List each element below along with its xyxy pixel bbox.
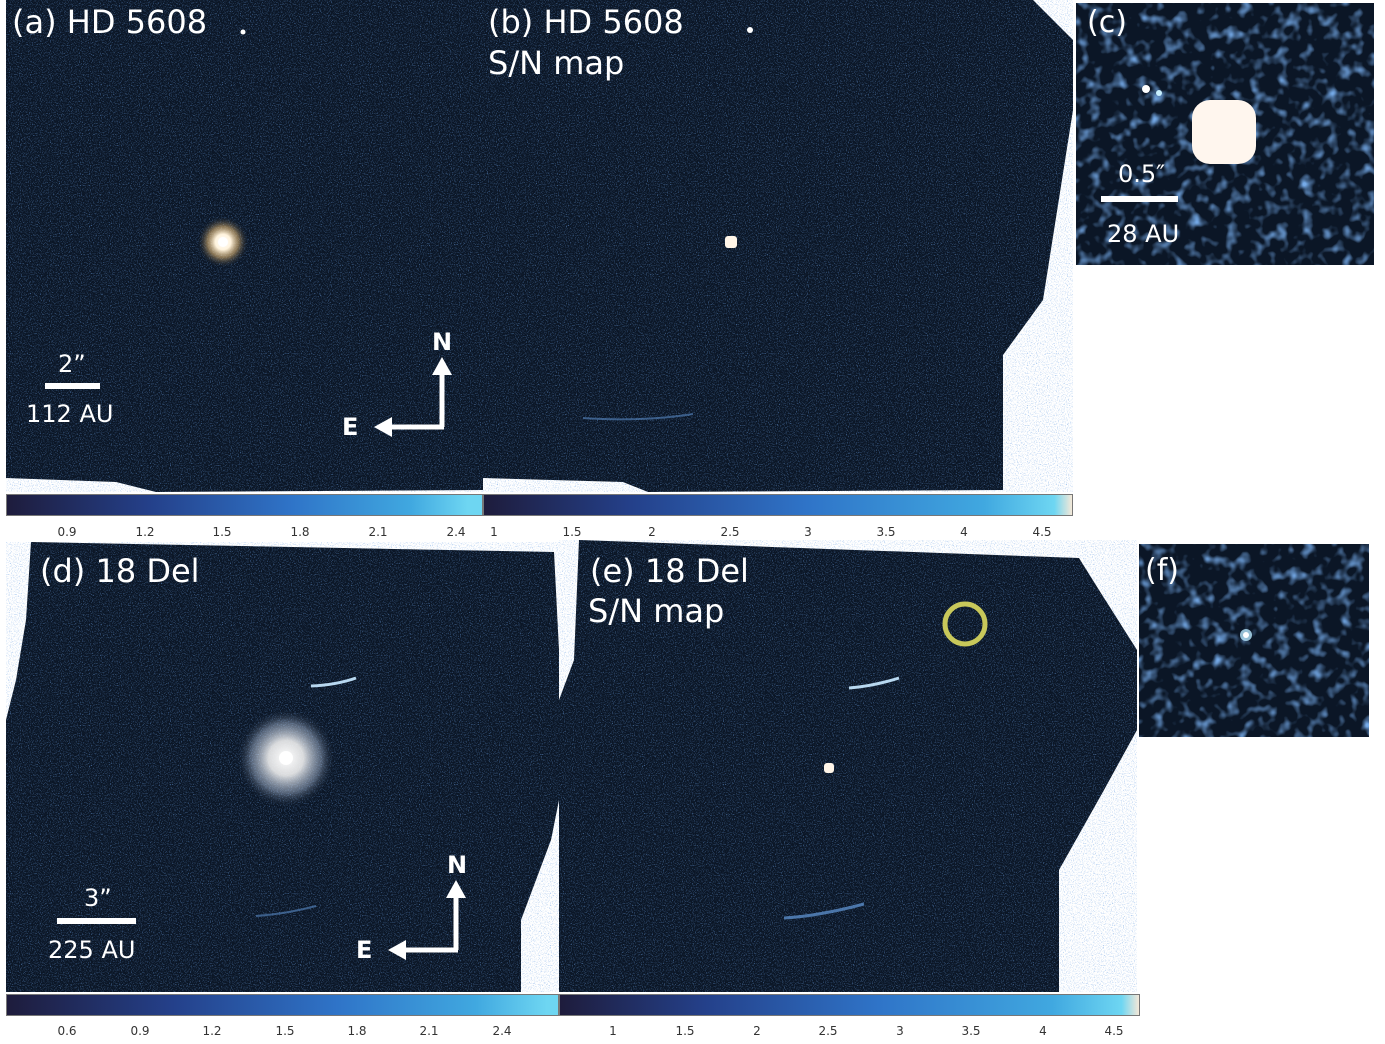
panel-a-scale-arcsec: 2” (58, 350, 86, 378)
colorbar-d-tick: 1.2 (202, 1024, 222, 1038)
panel-b-sublabel: S/N map (488, 44, 625, 82)
panel-c-scale-arcsec: 0.5″ (1118, 160, 1166, 188)
colorbar-b (483, 494, 1073, 516)
panel-f-label: (f) (1145, 553, 1179, 588)
colorbar-d-tick: 2.4 (492, 1024, 512, 1038)
colorbar-a-tick: 2.4 (446, 525, 466, 539)
colorbar-a (6, 494, 483, 516)
colorbar-b-tick: 4 (960, 525, 968, 539)
panel-a-label: (a) HD 5608 (12, 3, 208, 41)
colorbar-b-tick: 2.5 (720, 525, 740, 539)
colorbar-e-tick: 4 (1039, 1024, 1047, 1038)
colorbar-b-tick: 2 (648, 525, 656, 539)
panel-d-compass-n: N (447, 851, 468, 879)
colorbar-e-tick: 1.5 (675, 1024, 695, 1038)
colorbar-d (6, 994, 559, 1016)
colorbar-e-tick: 2 (753, 1024, 761, 1038)
panel-d-scale-au: 225 AU (48, 936, 136, 964)
colorbar-a-tick: 1.8 (290, 525, 310, 539)
panel-e-image (559, 540, 1140, 993)
panel-c-label: (c) (1087, 5, 1127, 40)
colorbar-a-tick: 2.1 (368, 525, 388, 539)
panel-a-scale-bar (45, 383, 100, 389)
panel-a-image (6, 0, 483, 492)
highlight-circle (942, 601, 988, 647)
colorbar-d-tick: 2.1 (419, 1024, 439, 1038)
colorbar-e-tick: 4.5 (1104, 1024, 1124, 1038)
colorbar-d-tick: 0.9 (130, 1024, 150, 1038)
colorbar-b-tick: 4.5 (1032, 525, 1052, 539)
colorbar-e (559, 994, 1140, 1016)
panel-c-image (1076, 3, 1374, 265)
panel-d-scale-arcsec: 3” (84, 884, 112, 912)
panel-d-scale-bar (57, 918, 136, 924)
colorbar-e-tick: 1 (609, 1024, 617, 1038)
colorbar-d-tick: 1.5 (275, 1024, 295, 1038)
panel-b-image (483, 0, 1073, 492)
panel-a-compass-arrows (374, 357, 452, 437)
panel-e-label: (e) 18 Del (590, 552, 749, 590)
panel-a-compass-n: N (432, 328, 453, 356)
panel-f-image (1139, 544, 1369, 737)
colorbar-a-tick: 0.9 (57, 525, 77, 539)
colorbar-e-tick: 2.5 (818, 1024, 838, 1038)
panel-a-compass-e: E (342, 413, 359, 441)
panel-d-image (6, 540, 559, 993)
colorbar-b-tick: 3.5 (876, 525, 896, 539)
colorbar-a-tick: 1.5 (212, 525, 232, 539)
colorbar-d-tick: 1.8 (347, 1024, 367, 1038)
panel-d-compass-arrows (388, 880, 466, 960)
panel-e-sublabel: S/N map (588, 592, 725, 630)
colorbar-b-tick: 3 (804, 525, 812, 539)
panel-d-label: (d) 18 Del (40, 552, 200, 590)
colorbar-b-tick: 1.5 (562, 525, 582, 539)
colorbar-e-tick: 3 (896, 1024, 904, 1038)
panel-a-scale-au: 112 AU (26, 400, 114, 428)
panel-b-label: (b) HD 5608 (488, 3, 684, 41)
panel-d-compass-e: E (356, 936, 373, 964)
panel-c-scale-bar (1101, 196, 1178, 202)
colorbar-d-tick: 0.6 (57, 1024, 77, 1038)
colorbar-b-tick: 1 (490, 525, 498, 539)
colorbar-e-tick: 3.5 (961, 1024, 981, 1038)
colorbar-a-tick: 1.2 (135, 525, 155, 539)
panel-c-scale-au: 28 AU (1107, 220, 1180, 248)
